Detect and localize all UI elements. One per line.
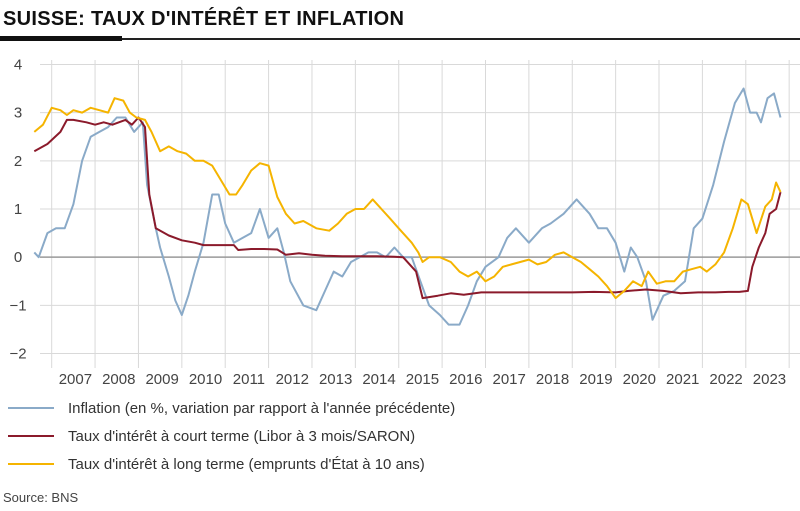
y-axis-ticks: −2 −1 0 1 2 3 4	[9, 56, 26, 362]
x-tick-label: 2009	[145, 371, 178, 388]
y-tick-label: 2	[14, 153, 22, 170]
legend-label-inflation: Inflation (en %, variation par rapport à…	[68, 399, 456, 417]
x-axis-ticks: 2007 2008 2009 2010 2011 2012 2013 2014 2015 2016…	[59, 371, 786, 388]
gridlines	[40, 60, 800, 368]
long-rate-line	[33, 97, 782, 300]
legend-item-long-rate: Taux d'intérêt à long terme (emprunts d'…	[8, 454, 425, 474]
y-tick-label: 1	[14, 201, 22, 218]
legend-swatch-inflation	[8, 407, 54, 409]
x-tick-label: 2023	[753, 371, 786, 388]
chart-title: SUISSE: TAUX D'INTÉRÊT ET INFLATION	[3, 8, 405, 30]
legend-swatch-long-rate	[8, 463, 54, 465]
x-tick-label: 2019	[579, 371, 612, 388]
x-tick-label: 2020	[623, 371, 656, 388]
legend-item-inflation: Inflation (en %, variation par rapport à…	[8, 398, 455, 418]
series-lines	[33, 87, 782, 326]
legend-label-short-rate: Taux d'intérêt à court terme (Libor à 3 …	[68, 427, 416, 445]
source-note: Source: BNS	[3, 490, 79, 505]
x-tick-label: 2008	[102, 371, 135, 388]
x-tick-label: 2012	[276, 371, 309, 388]
title-divider-accent	[0, 36, 122, 41]
y-tick-label: −2	[9, 346, 26, 363]
short-rate-line	[33, 116, 782, 300]
x-tick-label: 2015	[406, 371, 439, 388]
x-tick-label: 2021	[666, 371, 699, 388]
y-tick-label: 4	[14, 56, 22, 73]
x-tick-label: 2007	[59, 371, 92, 388]
x-tick-label: 2013	[319, 371, 352, 388]
legend-swatch-short-rate	[8, 435, 54, 437]
x-tick-label: 2022	[709, 371, 742, 388]
x-tick-label: 2018	[536, 371, 569, 388]
x-tick-label: 2014	[362, 371, 395, 388]
legend-item-short-rate: Taux d'intérêt à court terme (Libor à 3 …	[8, 426, 415, 446]
x-tick-label: 2017	[492, 371, 525, 388]
y-tick-label: 3	[14, 105, 22, 122]
title-divider	[0, 38, 800, 40]
legend-label-long-rate: Taux d'intérêt à long terme (emprunts d'…	[68, 455, 425, 473]
x-tick-label: 2016	[449, 371, 482, 388]
x-tick-label: 2011	[233, 371, 265, 388]
y-tick-label: −1	[9, 297, 26, 314]
y-tick-label: 0	[14, 249, 22, 266]
x-tick-label: 2010	[189, 371, 222, 388]
